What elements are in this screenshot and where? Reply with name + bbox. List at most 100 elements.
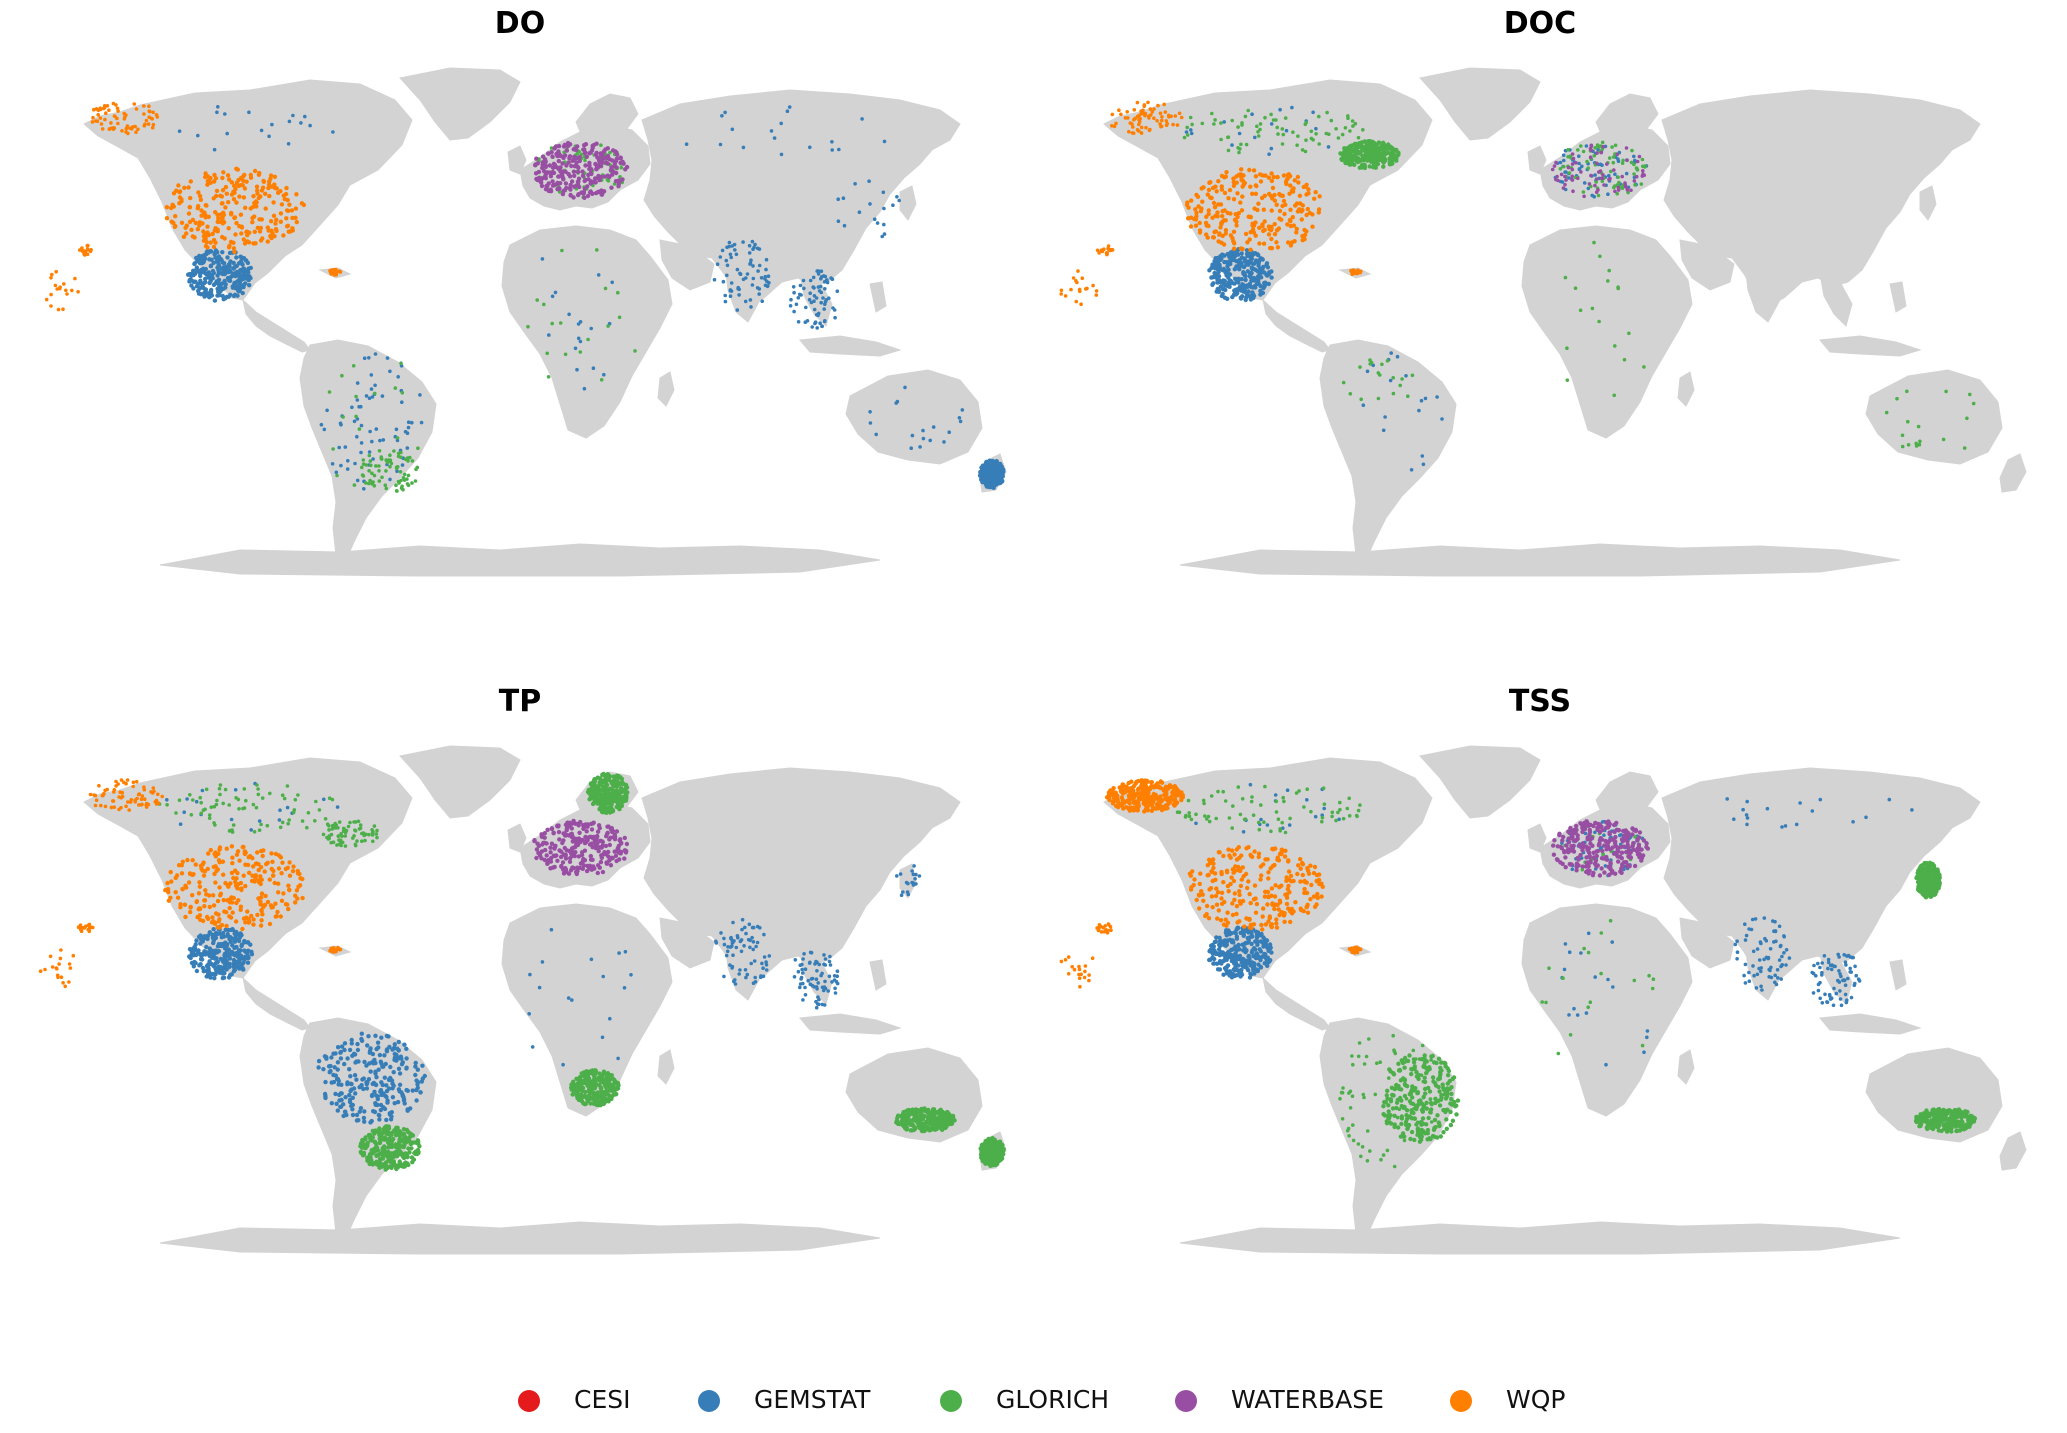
site-point-glorich (1385, 359, 1390, 363)
site-point-glorich (1341, 380, 1346, 385)
site-point-waterbase (585, 193, 591, 199)
site-point-gemstat (815, 326, 819, 330)
site-point-gemstat (337, 445, 342, 450)
landmass (1889, 281, 1907, 313)
site-point-glorich (1640, 157, 1645, 162)
site-point-gemstat (720, 114, 724, 118)
site-point-wqp (182, 185, 187, 190)
site-point-waterbase (1563, 174, 1567, 179)
site-point-gemstat (220, 967, 225, 972)
site-point-gemstat (205, 936, 210, 942)
site-point-gemstat (761, 974, 766, 979)
site-point-waterbase (580, 169, 585, 174)
site-point-glorich (1237, 150, 1241, 155)
site-point-wqp (1150, 110, 1155, 114)
site-point-gemstat (812, 299, 816, 303)
site-point-gemstat (1238, 288, 1244, 293)
site-point-glorich (1373, 148, 1378, 153)
site-point-glorich (401, 476, 406, 480)
site-point-glorich (400, 391, 405, 395)
site-point-waterbase (563, 181, 569, 186)
site-point-waterbase (551, 170, 557, 176)
site-point-gemstat (1211, 264, 1216, 269)
site-point-gemstat (830, 980, 834, 984)
site-point-gemstat (714, 941, 719, 945)
site-point-glorich (608, 791, 613, 797)
site-point-waterbase (572, 173, 577, 178)
site-point-gemstat (803, 993, 808, 997)
site-point-wqp (1110, 247, 1114, 252)
site-point-gemstat (418, 1090, 423, 1095)
site-point-glorich (585, 1083, 590, 1088)
map-panel-tp: TP (20, 678, 1020, 1298)
site-point-gemstat (400, 1093, 405, 1098)
site-point-glorich (357, 427, 362, 431)
site-point-wqp (234, 220, 239, 226)
site-point-glorich (1258, 127, 1262, 132)
site-point-waterbase (539, 180, 544, 185)
site-point-glorich (285, 784, 290, 788)
site-point-glorich (361, 474, 366, 478)
site-point-gemstat (204, 974, 209, 979)
site-point-glorich (255, 783, 259, 787)
site-point-gemstat (801, 998, 805, 1002)
site-point-waterbase (577, 158, 582, 164)
site-point-wqp (211, 244, 217, 250)
site-point-wqp (250, 220, 255, 225)
site-point-gemstat (822, 962, 826, 966)
site-point-gemstat (355, 434, 359, 439)
site-point-gemstat (578, 320, 583, 324)
site-point-waterbase (616, 182, 621, 187)
site-point-glorich (600, 802, 605, 807)
site-point-glorich (1390, 156, 1396, 161)
site-point-gemstat (361, 1086, 366, 1092)
site-point-gemstat (345, 1056, 350, 1061)
site-point-glorich (1600, 140, 1605, 145)
site-point-glorich (401, 1144, 406, 1150)
site-point-wqp (1094, 289, 1099, 293)
site-point-gemstat (785, 109, 790, 113)
site-point-gemstat (329, 1101, 334, 1106)
site-point-wqp (286, 229, 291, 234)
site-point-glorich (1348, 150, 1353, 156)
site-point-gemstat (802, 952, 806, 956)
site-point-glorich (623, 782, 629, 788)
site-point-wqp (1105, 252, 1109, 257)
site-point-glorich (586, 337, 590, 342)
site-point-glorich (603, 1071, 608, 1076)
site-point-wqp (263, 206, 268, 211)
site-point-glorich (1633, 183, 1637, 187)
site-point-wqp (96, 113, 100, 117)
site-point-gemstat (1564, 170, 1568, 174)
site-point-wqp (278, 189, 283, 194)
site-point-gemstat (359, 441, 364, 445)
site-point-wqp (1211, 200, 1217, 206)
panel-title-doc: DOC (1503, 6, 1577, 41)
site-point-wqp (1233, 212, 1238, 217)
site-point-glorich (1565, 346, 1569, 351)
site-point-wqp (1200, 199, 1205, 204)
site-point-gemstat (747, 922, 752, 927)
site-point-gemstat (868, 410, 872, 414)
site-point-waterbase (574, 160, 579, 165)
site-point-gemstat (334, 1101, 339, 1106)
site-point-gemstat (242, 938, 247, 944)
site-point-glorich (1370, 152, 1375, 157)
site-point-gemstat (914, 872, 918, 877)
site-point-glorich (1185, 133, 1190, 137)
site-point-waterbase (1582, 194, 1586, 199)
site-point-waterbase (613, 179, 619, 184)
site-point-gemstat (390, 1081, 395, 1086)
site-point-gemstat (737, 972, 741, 976)
site-point-gemstat (1314, 126, 1318, 131)
site-point-glorich (592, 777, 598, 782)
site-point-glorich (1236, 125, 1240, 129)
site-point-gemstat (842, 223, 847, 228)
site-point-wqp (150, 125, 155, 130)
site-point-waterbase (1635, 159, 1640, 164)
site-point-wqp (1097, 251, 1101, 255)
site-point-wqp (1162, 102, 1166, 107)
site-point-wqp (205, 174, 211, 179)
site-point-glorich (1219, 121, 1223, 125)
site-point-glorich (589, 1087, 594, 1092)
